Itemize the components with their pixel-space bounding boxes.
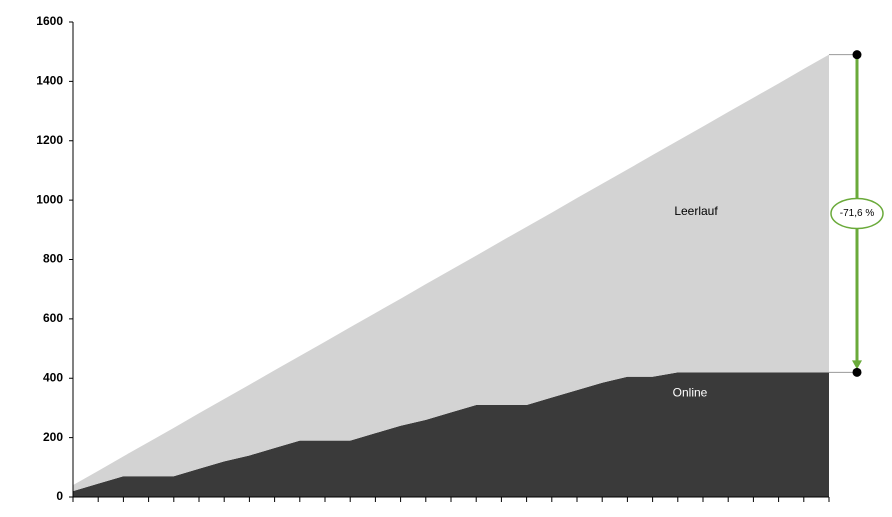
- y-tick-label: 0: [56, 489, 63, 503]
- area: [73, 54, 829, 492]
- y-tick-label: 1400: [36, 74, 63, 88]
- dot: [852, 367, 862, 377]
- dot: [852, 50, 862, 60]
- area: [73, 372, 829, 497]
- y-tick-label: 1200: [36, 133, 63, 147]
- series-label: Online: [673, 385, 708, 399]
- y-tick-label: 1000: [36, 192, 63, 206]
- annotation-bubble: [830, 197, 884, 230]
- y-tick-label: 800: [43, 252, 63, 266]
- series-label: Leerlauf: [674, 204, 718, 218]
- annotation: -71,6 %: [840, 208, 875, 219]
- arrow-head: [852, 360, 862, 370]
- y-tick-label: 1600: [36, 14, 63, 28]
- y-tick-label: 200: [43, 430, 63, 444]
- y-tick-label: 600: [43, 311, 63, 325]
- y-tick-label: 400: [43, 370, 63, 384]
